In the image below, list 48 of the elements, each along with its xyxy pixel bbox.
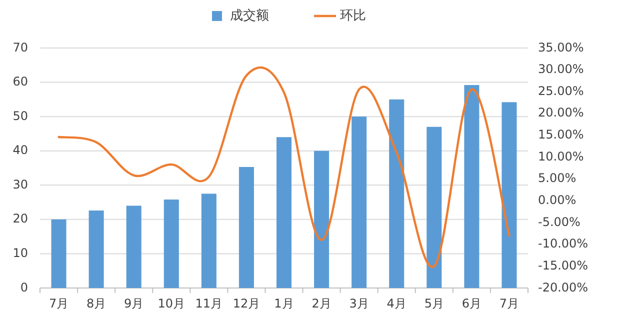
y2-tick-label: 20.00% xyxy=(538,106,584,120)
bar xyxy=(126,206,142,288)
y-tick-label: 50 xyxy=(12,108,28,123)
legend-label: 环比 xyxy=(340,8,366,24)
bar xyxy=(502,102,517,288)
y-tick-label: 60 xyxy=(12,74,28,89)
x-tick-label: 4月 xyxy=(386,296,406,310)
y2-tick-label: 35.00% xyxy=(538,40,584,54)
bar xyxy=(464,85,480,288)
x-tick-label: 11月 xyxy=(195,296,223,310)
y2-tick-label: -10.00% xyxy=(538,236,588,251)
y2-tick-label: -20.00% xyxy=(538,280,588,294)
y2-tick-label: 0.00% xyxy=(538,193,576,208)
x-tick-label: 9月 xyxy=(124,296,144,310)
bar xyxy=(314,150,330,288)
y2-tick-label: 10.00% xyxy=(538,149,584,164)
y-tick-label: 30 xyxy=(12,177,28,192)
bar xyxy=(276,137,292,288)
x-tick-label: 12月 xyxy=(232,296,260,310)
y2-tick-label: -15.00% xyxy=(538,258,588,272)
bar xyxy=(201,194,216,288)
y2-tick-label: 25.00% xyxy=(538,84,584,98)
x-tick-label: 1月 xyxy=(274,296,294,310)
y2-tick-label: 15.00% xyxy=(538,128,584,142)
bar xyxy=(164,200,179,288)
y2-tick-label: 30.00% xyxy=(538,62,584,76)
legend-label: 成交额 xyxy=(230,8,269,24)
x-tick-label: 2月 xyxy=(312,296,332,310)
bar xyxy=(352,116,367,288)
x-tick-label: 7月 xyxy=(499,296,520,310)
x-tick-label: 5月 xyxy=(424,296,444,310)
y2-tick-label: 5.00% xyxy=(538,171,576,186)
x-tick-label: 8月 xyxy=(86,296,106,310)
y-tick-label: 10 xyxy=(12,246,28,260)
bar xyxy=(88,210,104,288)
bar xyxy=(389,99,404,288)
y-tick-label: 70 xyxy=(12,40,28,54)
y2-tick-label: -5.00% xyxy=(538,214,580,229)
y-tick-label: 0 xyxy=(20,280,28,294)
y-tick-label: 20 xyxy=(12,212,28,226)
bar xyxy=(238,166,254,288)
bar xyxy=(51,219,66,288)
x-tick-label: 3月 xyxy=(349,296,369,310)
x-tick-label: 7月 xyxy=(48,296,69,310)
x-tick-label: 6月 xyxy=(462,296,482,310)
x-tick-label: 10月 xyxy=(158,296,186,310)
y-tick-label: 40 xyxy=(12,143,28,158)
bar xyxy=(426,126,442,288)
